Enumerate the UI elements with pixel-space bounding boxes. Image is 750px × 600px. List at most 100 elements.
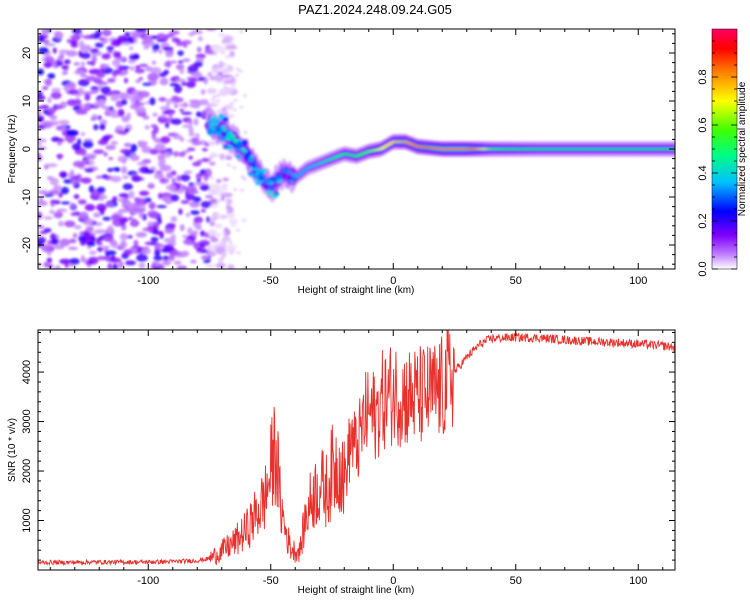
noise-blob (101, 53, 111, 60)
noise-blob (239, 30, 244, 34)
noise-blob (173, 260, 182, 265)
ridge-segment (271, 193, 278, 199)
noise-blob (38, 262, 42, 268)
noise-blob (222, 177, 230, 182)
noise-blob (60, 201, 71, 205)
noise-blob (80, 61, 86, 69)
noise-blob (80, 255, 85, 263)
noise-blob (150, 67, 162, 74)
noise-blob (103, 234, 114, 242)
noise-blob (208, 161, 216, 166)
noise-blob (38, 68, 45, 76)
noise-blob (123, 77, 129, 84)
noise-blob (101, 105, 110, 110)
noise-blob (96, 81, 109, 86)
noise-blob (223, 81, 228, 85)
noise-blob (122, 202, 131, 207)
noise-blob (150, 80, 157, 85)
noise-blob (99, 123, 106, 131)
noise-layer (38, 29, 249, 269)
noise-blob (221, 106, 227, 112)
noise-blob (213, 214, 224, 218)
ridge-segment (260, 168, 267, 174)
noise-blob (106, 45, 114, 52)
noise-blob (221, 67, 230, 75)
noise-blob (136, 161, 148, 166)
noise-blob (169, 60, 178, 64)
noise-blob (130, 143, 138, 152)
noise-blob (181, 111, 193, 115)
noise-blob (72, 160, 85, 168)
noise-blob (242, 94, 247, 98)
noise-blob (96, 186, 106, 194)
ridge-segment (241, 150, 248, 153)
noise-blob (106, 167, 114, 173)
noise-blob (195, 111, 202, 118)
noise-blob (118, 261, 124, 269)
noise-blob (200, 255, 210, 261)
noise-blob (88, 185, 95, 193)
noise-blob (215, 179, 222, 183)
noise-blob (134, 102, 145, 106)
noise-blob (214, 223, 223, 229)
noise-blob (78, 40, 85, 49)
noise-blob (170, 250, 182, 256)
noise-blob (168, 254, 175, 261)
noise-blob (38, 211, 43, 220)
noise-blob (131, 218, 137, 225)
noise-blob (178, 151, 186, 157)
noise-blob (84, 203, 96, 212)
noise-blob (76, 138, 82, 146)
noise-blob (118, 216, 129, 223)
noise-blob (68, 246, 79, 251)
noise-blob (154, 249, 161, 257)
noise-blob (68, 89, 79, 95)
noise-blob (227, 65, 232, 69)
noise-blob (207, 71, 213, 77)
x-tick-label: 50 (510, 275, 522, 287)
noise-blob (209, 204, 218, 209)
noise-blob (139, 141, 148, 147)
noise-blob (212, 45, 224, 53)
noise-blob (96, 247, 104, 252)
noise-blob (111, 242, 119, 249)
noise-blob (138, 76, 144, 81)
noise-blob (233, 188, 238, 192)
noise-blob (107, 50, 113, 54)
noise-blob (189, 78, 199, 82)
noise-blob (147, 72, 159, 81)
noise-blob (107, 263, 113, 269)
noise-blob (158, 97, 167, 102)
noise-blob (218, 32, 226, 38)
noise-blob (91, 114, 99, 121)
noise-blob (233, 98, 238, 102)
x-tick-label: -50 (263, 275, 279, 287)
noise-blob (165, 49, 174, 58)
noise-blob (112, 263, 119, 269)
noise-blob (38, 142, 43, 146)
colorbar-tick-label: 0.0 (697, 261, 709, 276)
noise-blob (200, 89, 206, 95)
noise-blob (82, 140, 94, 149)
noise-blob (209, 155, 214, 159)
ridge-segment (215, 131, 222, 137)
noise-blob (63, 84, 69, 92)
noise-blob (195, 133, 200, 139)
snr-ylabel: SNR (10 * v/v) (7, 418, 18, 482)
noise-blob (129, 66, 135, 71)
noise-blob (119, 240, 128, 249)
noise-blob (119, 148, 132, 154)
noise-blob (151, 60, 156, 65)
noise-blob (57, 138, 65, 143)
noise-blob (193, 216, 203, 224)
noise-blob (43, 193, 54, 197)
noise-blob (240, 175, 245, 179)
noise-blob (43, 39, 50, 44)
noise-blob (138, 210, 144, 219)
noise-blob (141, 248, 151, 255)
noise-blob (58, 220, 65, 227)
noise-blob (135, 79, 141, 84)
noise-blob (182, 124, 193, 128)
noise-blob (100, 64, 108, 69)
noise-blob (97, 139, 109, 145)
